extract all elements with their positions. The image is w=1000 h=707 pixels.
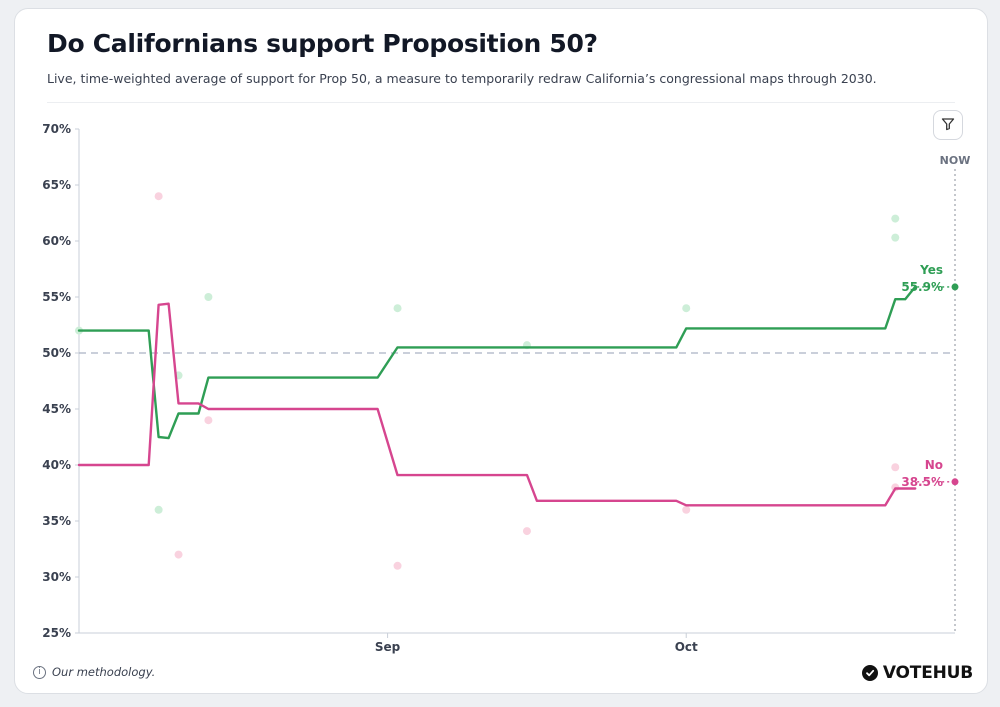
- series-name-label-no: No: [925, 458, 943, 472]
- poll-dot-yes: [891, 214, 900, 223]
- poll-dot-yes: [891, 233, 900, 242]
- brand-logo: VOTEHUB: [861, 663, 973, 683]
- poll-dot-yes: [393, 304, 402, 313]
- y-tick-label: 50%: [42, 346, 71, 360]
- y-tick-label: 70%: [42, 122, 71, 136]
- poll-dot-no: [393, 561, 402, 570]
- y-tick-label: 45%: [42, 402, 71, 416]
- page-subtitle: Live, time-weighted average of support f…: [47, 71, 877, 86]
- series-name-label-yes: Yes: [919, 263, 943, 277]
- series-value-label-no: 38.5%: [901, 475, 943, 489]
- poll-dot-no: [204, 416, 213, 425]
- series-end-dot-no: [951, 478, 959, 486]
- filter-button[interactable]: [933, 110, 963, 140]
- poll-dot-yes: [154, 505, 163, 514]
- y-tick-label: 40%: [42, 458, 71, 472]
- y-tick-label: 60%: [42, 234, 71, 248]
- poll-dot-yes: [682, 304, 691, 313]
- x-tick-label: Oct: [675, 640, 698, 654]
- check-circle-icon: [861, 665, 878, 681]
- y-tick-label: 25%: [42, 626, 71, 640]
- y-tick-label: 30%: [42, 570, 71, 584]
- y-tick-label: 35%: [42, 514, 71, 528]
- line-chart: 70% 65% 60% 55% 50% 45% 40% 35% 30% 25% Sep Oct NOW Y…: [42, 122, 971, 654]
- methodology-link[interactable]: i Our methodology.: [33, 665, 155, 679]
- page-title: Do Californians support Proposition 50?: [47, 29, 598, 58]
- poll-dot-no: [682, 505, 691, 514]
- x-tick-label: Sep: [375, 640, 401, 654]
- header-divider: [47, 102, 955, 103]
- methodology-label: Our methodology.: [52, 665, 156, 679]
- now-label: NOW: [940, 154, 971, 167]
- info-icon: i: [33, 665, 46, 679]
- series-end-dot-yes: [951, 283, 959, 291]
- poll-dot-no: [174, 550, 183, 559]
- chart-card: Do Californians support Proposition 50? …: [14, 8, 988, 694]
- y-tick-label: 65%: [42, 178, 71, 192]
- poll-dot-yes: [204, 293, 213, 301]
- brand-name: VOTEHUB: [882, 663, 973, 683]
- y-tick-label: 55%: [42, 290, 71, 304]
- series-line-no: [77, 302, 917, 507]
- series-line-yes: [77, 285, 917, 440]
- poll-dot-no: [891, 463, 900, 472]
- series-value-label-yes: 55.9%: [901, 280, 943, 294]
- poll-dot-no: [522, 527, 531, 536]
- poll-dot-no: [154, 192, 163, 201]
- filter-icon: [941, 116, 955, 135]
